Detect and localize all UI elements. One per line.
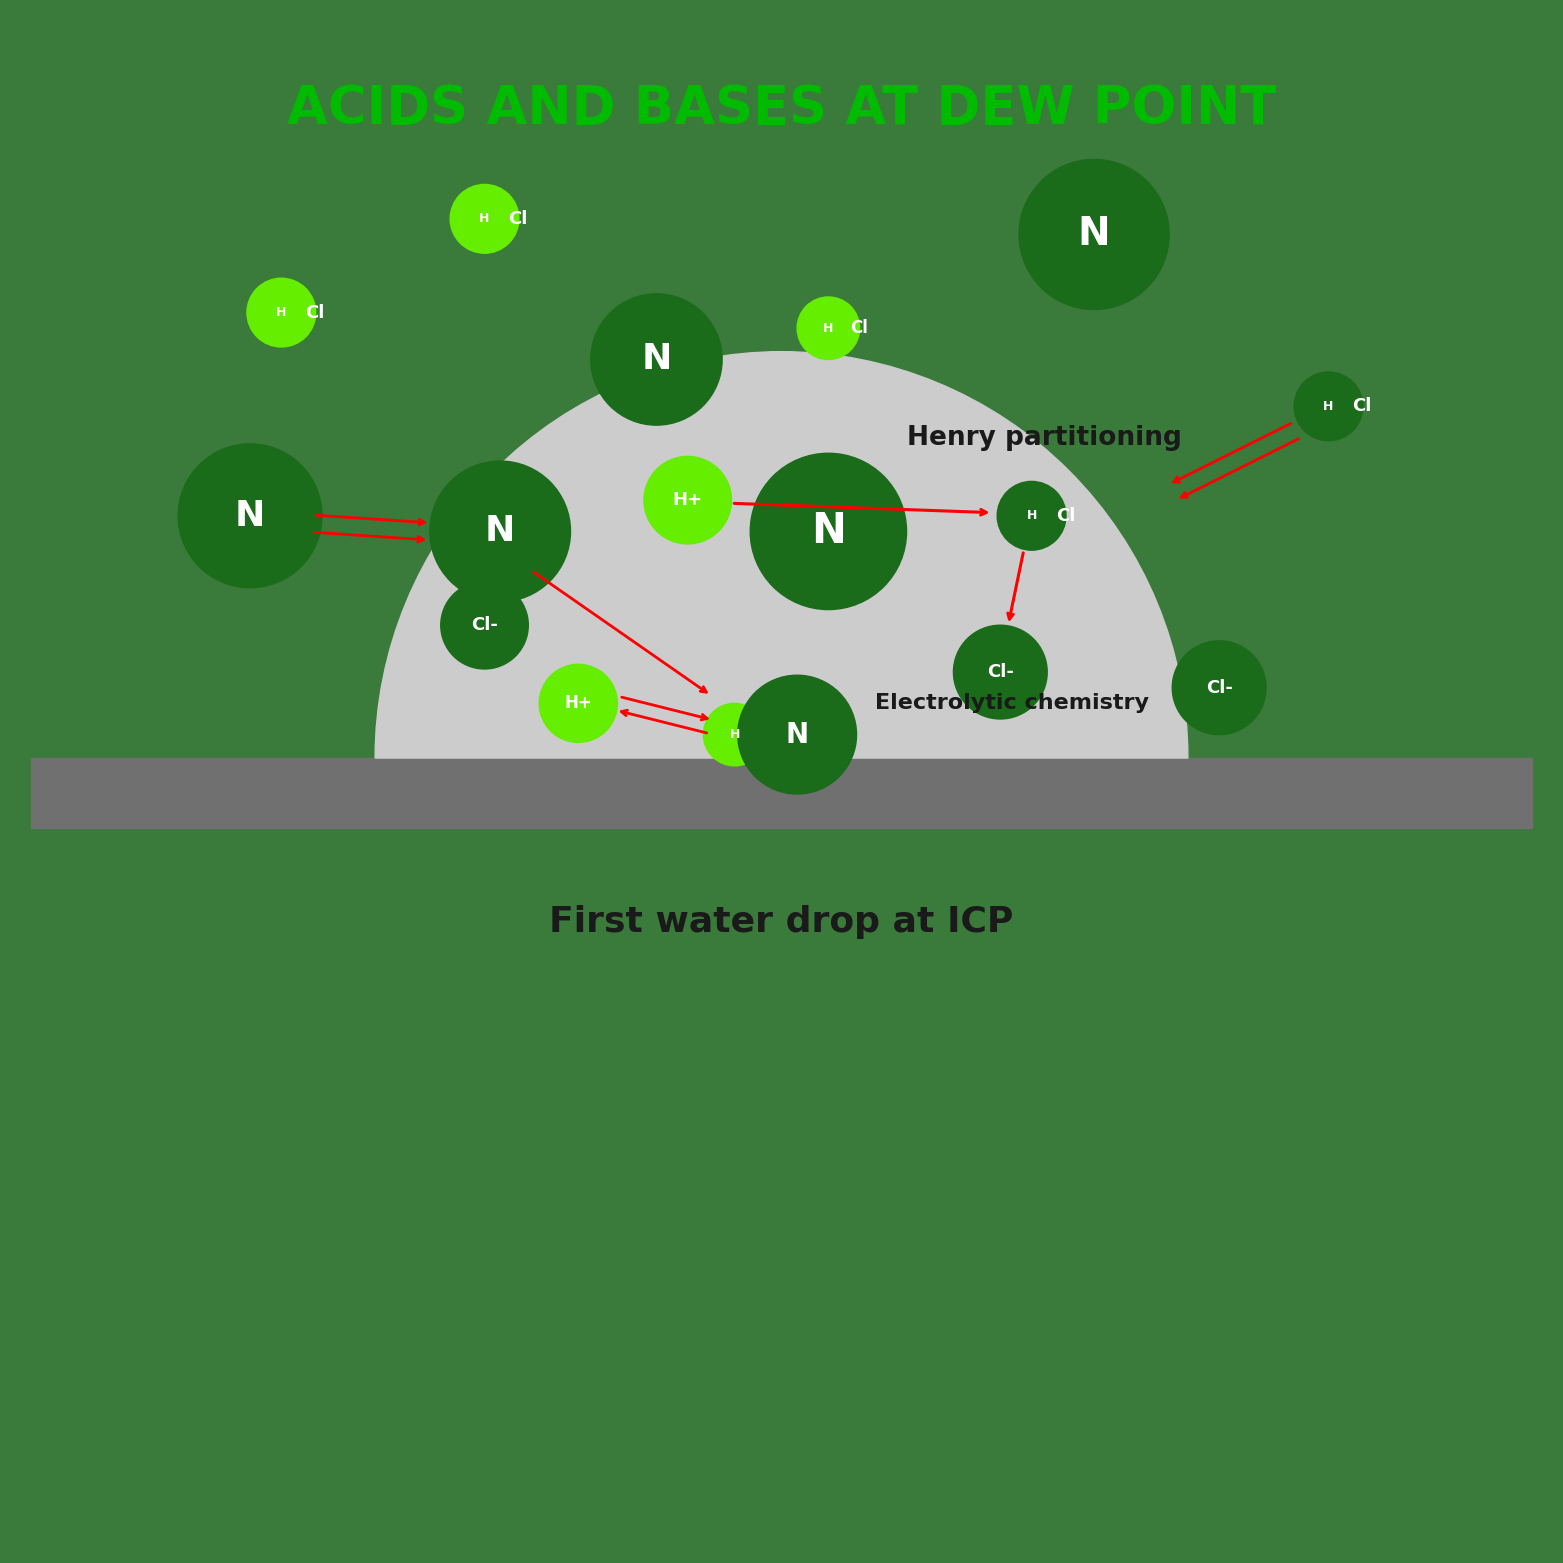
- Circle shape: [703, 703, 766, 766]
- Text: N: N: [786, 721, 808, 749]
- Circle shape: [539, 664, 617, 742]
- Circle shape: [797, 297, 860, 359]
- Text: Electrolytic chemistry: Electrolytic chemistry: [875, 694, 1149, 713]
- Wedge shape: [375, 352, 1188, 758]
- Text: H: H: [1027, 510, 1036, 522]
- Text: N: N: [1078, 216, 1110, 253]
- Text: Cl-: Cl-: [470, 616, 499, 635]
- Text: Cl: Cl: [508, 209, 528, 228]
- Circle shape: [738, 675, 857, 794]
- Text: N: N: [485, 514, 516, 549]
- Text: H: H: [730, 728, 739, 741]
- Circle shape: [178, 444, 322, 588]
- Text: Cl: Cl: [850, 319, 867, 338]
- Circle shape: [1294, 372, 1363, 441]
- Circle shape: [750, 453, 907, 610]
- Circle shape: [1019, 159, 1169, 309]
- Circle shape: [997, 481, 1066, 550]
- Text: N: N: [234, 499, 266, 533]
- Circle shape: [450, 184, 519, 253]
- Circle shape: [644, 456, 731, 544]
- Circle shape: [1172, 641, 1266, 735]
- Text: H+: H+: [672, 491, 703, 510]
- Text: H: H: [824, 322, 833, 334]
- Text: Henry partitioning: Henry partitioning: [907, 425, 1182, 450]
- Circle shape: [247, 278, 316, 347]
- Text: N: N: [641, 342, 672, 377]
- Circle shape: [430, 461, 570, 602]
- Circle shape: [591, 294, 722, 425]
- Text: Cl-: Cl-: [1205, 678, 1233, 697]
- Text: H: H: [480, 213, 489, 225]
- Text: First water drop at ICP: First water drop at ICP: [549, 905, 1014, 939]
- Text: H: H: [277, 306, 286, 319]
- Text: Cl-: Cl-: [986, 663, 1014, 681]
- Text: Cl: Cl: [1055, 506, 1075, 525]
- Text: H: H: [1324, 400, 1333, 413]
- Text: N: N: [811, 511, 846, 552]
- Bar: [31, 758, 1532, 828]
- Text: H+: H+: [564, 694, 592, 713]
- Circle shape: [953, 625, 1047, 719]
- Text: ACIDS AND BASES AT DEW POINT: ACIDS AND BASES AT DEW POINT: [288, 83, 1275, 136]
- Circle shape: [441, 581, 528, 669]
- Text: Cl: Cl: [1352, 397, 1372, 416]
- Text: Cl: Cl: [305, 303, 325, 322]
